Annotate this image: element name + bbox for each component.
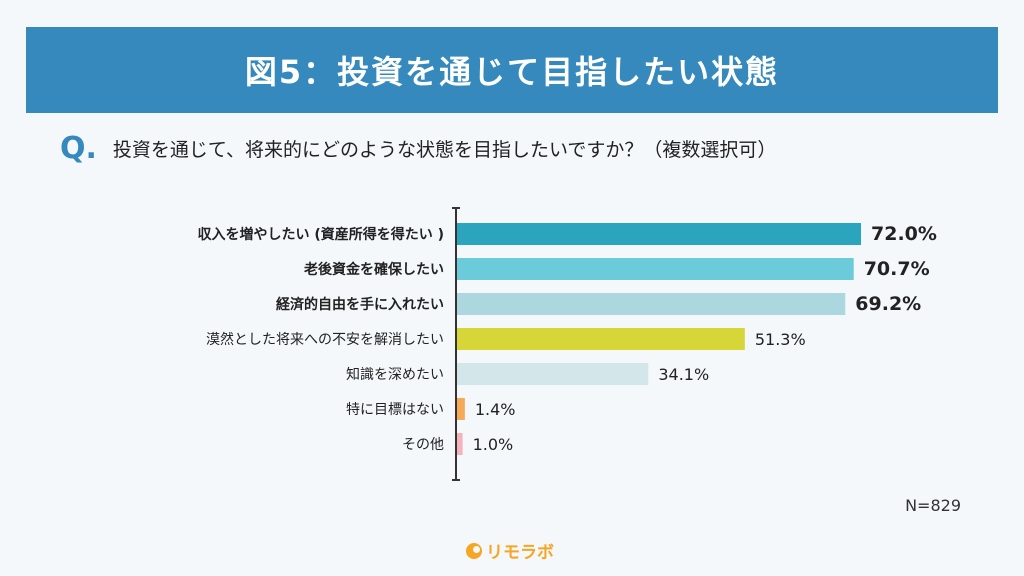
question-text: 投資を通じて、将来的にどのような状態を目指したいですか？（複数選択可） [112,138,777,161]
value-label: 69.2% [855,293,921,315]
bar [457,398,465,420]
category-label: その他 [402,437,444,453]
bar [457,363,649,385]
category-label: 収入を増やしたい (資産所得を得たい ) [197,226,444,243]
title-banner: 図5：投資を通じて目指したい状態 [26,27,998,113]
brand-logo: リモラボ [466,538,554,563]
category-label: 漠然とした将来への不安を解消したい [206,331,444,348]
category-label: 経済的自由を手に入れたい [276,296,444,313]
logo-text: リモラボ [486,543,554,563]
value-label: 51.3% [755,330,806,349]
value-label: 70.7% [864,258,930,280]
category-label: 老後資金を確保したい [304,261,444,278]
value-label: 1.4% [475,400,516,419]
bar [457,293,846,315]
bar [457,258,854,280]
value-label: 34.1% [658,365,709,384]
value-label: 1.0% [473,435,514,454]
sample-size: N=829 [905,496,961,515]
question-row: Q. 投資を通じて、将来的にどのような状態を目指したいですか？（複数選択可） [60,128,776,168]
bar [457,223,861,245]
category-label: 知識を深めたい [346,366,444,383]
logo-icon [466,542,482,559]
bar [457,433,463,455]
value-label: 72.0% [871,223,937,245]
page-title: 図5：投資を通じて目指したい状態 [244,53,780,91]
question-mark: Q. [60,130,97,166]
category-label: 特に目標はない [346,402,444,418]
bar [457,328,745,350]
